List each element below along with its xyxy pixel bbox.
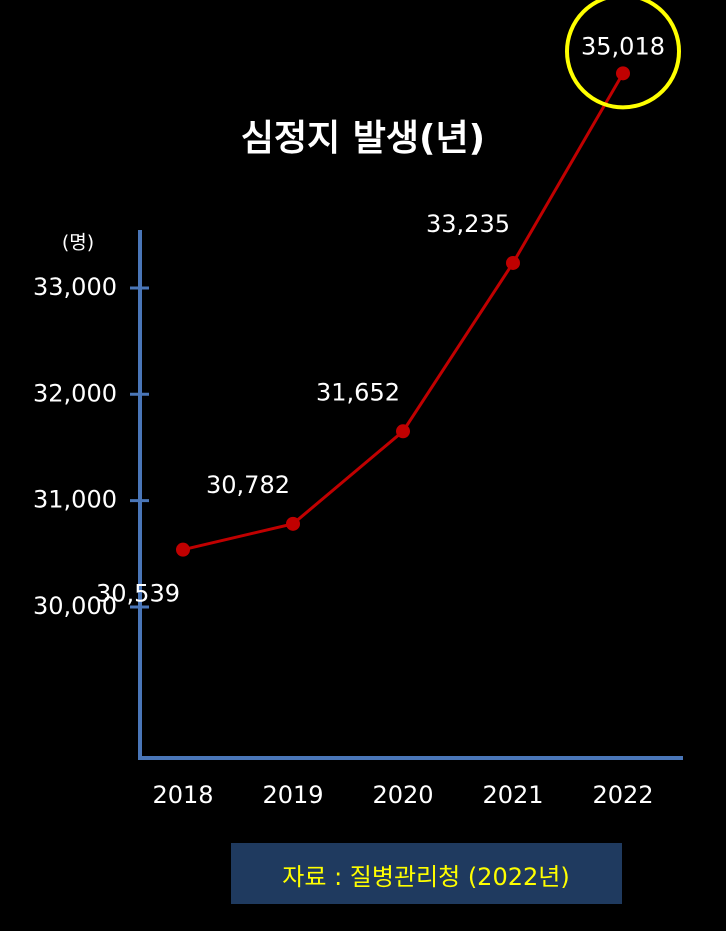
value-label: 30,782 — [206, 471, 290, 499]
x-tick-label: 2020 — [372, 781, 433, 809]
highlight-circle — [565, 0, 681, 110]
chart-title: 심정지 발생(년) — [241, 118, 485, 159]
y-tick-label: 32,000 — [33, 379, 117, 407]
value-label: 30,539 — [96, 580, 180, 608]
point — [176, 542, 190, 557]
x-tick-label: 2021 — [482, 781, 543, 809]
y-tick-label: 31,000 — [33, 486, 117, 514]
point — [616, 66, 630, 81]
point — [286, 516, 300, 531]
value-label: 35,018 — [581, 32, 665, 60]
x-tick-label: 2019 — [262, 781, 323, 809]
source-box — [231, 843, 622, 904]
y-tick-label: 33,000 — [33, 273, 117, 301]
source: 자료 : 질병관리청 (2022년) — [282, 863, 569, 891]
y-tick-label: 30,000 — [33, 592, 117, 620]
y-unit: (명) — [62, 232, 94, 254]
x-tick-label: 2022 — [592, 781, 653, 809]
x-tick-label: 2018 — [152, 781, 213, 809]
point — [506, 255, 520, 270]
point — [396, 424, 410, 439]
value-label: 33,235 — [426, 210, 510, 238]
value-label: 31,652 — [316, 378, 400, 406]
